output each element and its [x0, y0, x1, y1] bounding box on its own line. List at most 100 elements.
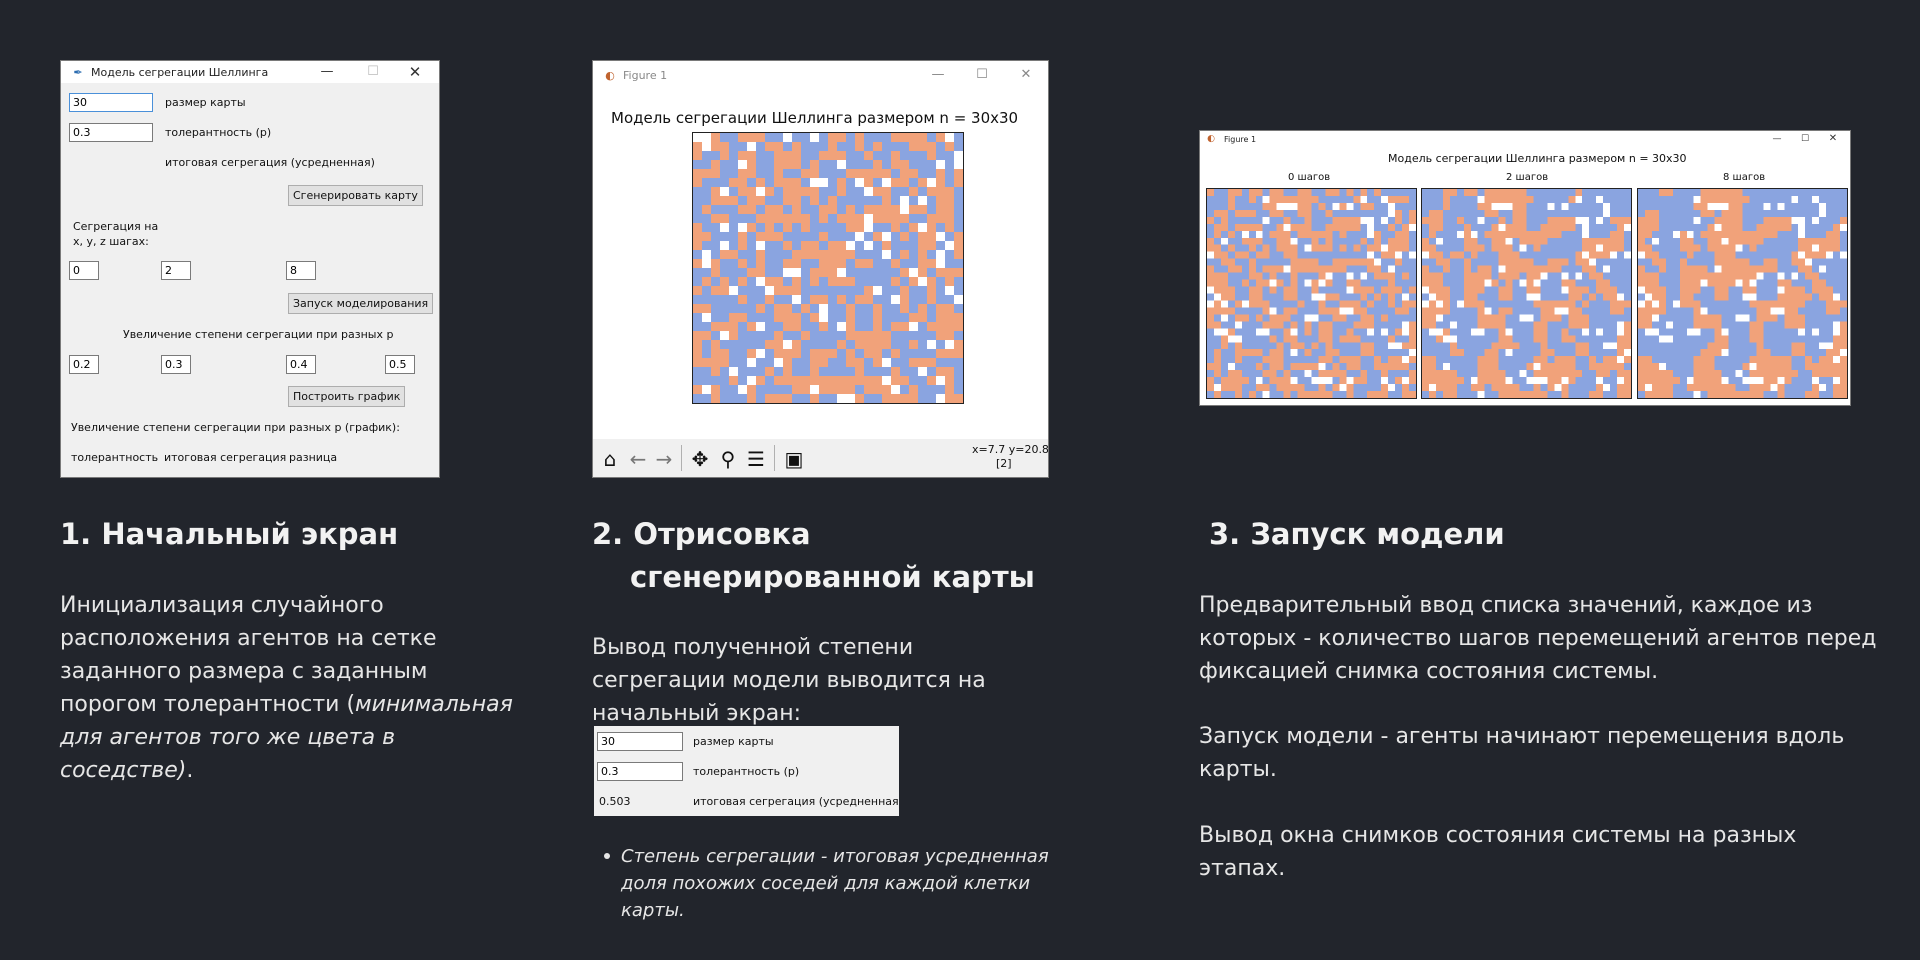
close-icon[interactable]: ✕	[1020, 67, 1032, 82]
grid-cell	[1353, 189, 1361, 197]
run-simulation-button[interactable]: Запуск моделирования	[288, 293, 434, 314]
grid-cell	[1651, 356, 1660, 364]
grid-cell	[1589, 265, 1597, 273]
grid-cell	[1533, 377, 1541, 385]
grid-cell	[828, 277, 838, 287]
grid-cell	[1325, 286, 1333, 294]
grid-cell	[1644, 216, 1653, 224]
snapshot-panel-2[interactable]	[1637, 188, 1848, 399]
grid-cell	[720, 232, 730, 242]
grid-cell	[1318, 272, 1326, 280]
grid-cell	[873, 340, 883, 350]
snippet-map-size-input[interactable]: 30	[597, 732, 683, 751]
grid-cell	[747, 304, 757, 314]
grid-cell	[720, 304, 730, 314]
grid-cell	[1360, 300, 1368, 308]
grid-cell	[747, 385, 757, 395]
tolerance-input[interactable]: 0.3	[69, 123, 153, 142]
minimize-icon[interactable]: —	[320, 64, 334, 79]
grid-cell	[1262, 216, 1270, 224]
grid-cell	[1568, 286, 1576, 294]
p-value-input-3[interactable]: 0.4	[286, 355, 316, 374]
grid-cell	[1644, 370, 1653, 378]
grid-cell	[954, 160, 963, 170]
grid-cell	[1463, 370, 1471, 378]
grid-cell	[1262, 300, 1270, 308]
grid-cell	[1325, 328, 1333, 336]
p-value-input-4[interactable]: 0.5	[385, 355, 415, 374]
grid-cell	[1721, 363, 1729, 371]
snippet-tolerance-input[interactable]: 0.3	[597, 762, 683, 781]
back-arrow-icon[interactable]: ←	[629, 447, 647, 471]
grid-cell	[1700, 258, 1708, 266]
grid-cell	[1498, 202, 1506, 211]
grid-cell	[1498, 349, 1506, 357]
step-x-input[interactable]: 0	[69, 261, 99, 280]
plot-button[interactable]: Построить график	[288, 386, 406, 407]
grid-cell	[1700, 286, 1708, 294]
move-icon[interactable]: ✥	[691, 447, 709, 471]
grid-cell	[1554, 377, 1562, 385]
grid-cell	[1491, 356, 1499, 364]
grid-cell	[1388, 209, 1396, 218]
steps-label-line2: x, y, z шагах:	[73, 235, 149, 248]
grid-cell	[1561, 237, 1569, 245]
grid-cell	[1540, 391, 1548, 398]
grid-cell	[1339, 293, 1347, 301]
section2-title-line1: Отрисовка	[633, 517, 811, 551]
grid-cell	[720, 160, 730, 170]
grid-cell	[1512, 384, 1520, 392]
grid-cell	[1290, 251, 1298, 259]
grid-cell	[1227, 314, 1236, 322]
maximize-icon[interactable]: ☐	[1800, 134, 1810, 144]
grid-cell	[1484, 189, 1492, 197]
minimize-icon[interactable]: —	[931, 67, 945, 82]
grid-cell	[1554, 356, 1562, 364]
snapshot-panel-1[interactable]	[1421, 188, 1632, 399]
maximize-icon[interactable]: ☐	[367, 64, 379, 79]
snapshot-panel-0[interactable]	[1206, 188, 1417, 399]
minimize-icon[interactable]: —	[1772, 134, 1782, 144]
step-z-input[interactable]: 8	[286, 261, 316, 280]
grid-cell	[1353, 223, 1361, 231]
grid-cell	[1672, 237, 1680, 245]
grid-cell	[819, 142, 829, 152]
grid-cell	[1477, 272, 1485, 280]
grid-cell	[1533, 237, 1541, 245]
grid-cell	[909, 394, 919, 403]
grid-cell	[801, 322, 811, 332]
map-size-input[interactable]: 30	[69, 93, 153, 112]
generate-map-button[interactable]: Сгенерировать карту	[288, 185, 423, 206]
grid-cell	[1207, 189, 1215, 197]
grid-cell	[918, 133, 928, 143]
step-y-input[interactable]: 2	[161, 261, 191, 280]
forward-arrow-icon[interactable]: →	[655, 447, 673, 471]
zoom-icon[interactable]: ⚲	[720, 447, 736, 471]
grid-cell	[1422, 293, 1430, 301]
grid-cell	[936, 133, 946, 143]
maximize-icon[interactable]: ☐	[976, 67, 988, 82]
grid-cell	[1241, 377, 1249, 385]
grid-cell	[1484, 223, 1492, 231]
grid-cell	[1269, 370, 1277, 378]
grid-cell	[1283, 370, 1291, 378]
grid-cell	[702, 376, 712, 386]
grid-cell	[1428, 286, 1437, 294]
grid-cell	[693, 322, 703, 332]
grid-cell	[1491, 370, 1499, 378]
grid-cell	[1435, 391, 1444, 398]
save-icon[interactable]: ▣	[784, 447, 804, 471]
close-icon[interactable]: ✕	[408, 63, 422, 81]
home-icon[interactable]: ⌂	[603, 447, 617, 471]
grid-cell	[1777, 230, 1785, 238]
p-value-input-2[interactable]: 0.3	[161, 355, 191, 374]
segregation-map[interactable]	[692, 132, 964, 404]
p-value-input-1[interactable]: 0.2	[69, 355, 99, 374]
close-icon[interactable]: ✕	[1828, 133, 1838, 144]
configure-icon[interactable]: ☰	[747, 447, 765, 471]
grid-cell	[756, 376, 766, 386]
grid-cell	[1770, 391, 1778, 398]
grid-cell	[1526, 209, 1534, 218]
grid-cell	[756, 214, 766, 224]
grid-cell	[1568, 209, 1576, 218]
